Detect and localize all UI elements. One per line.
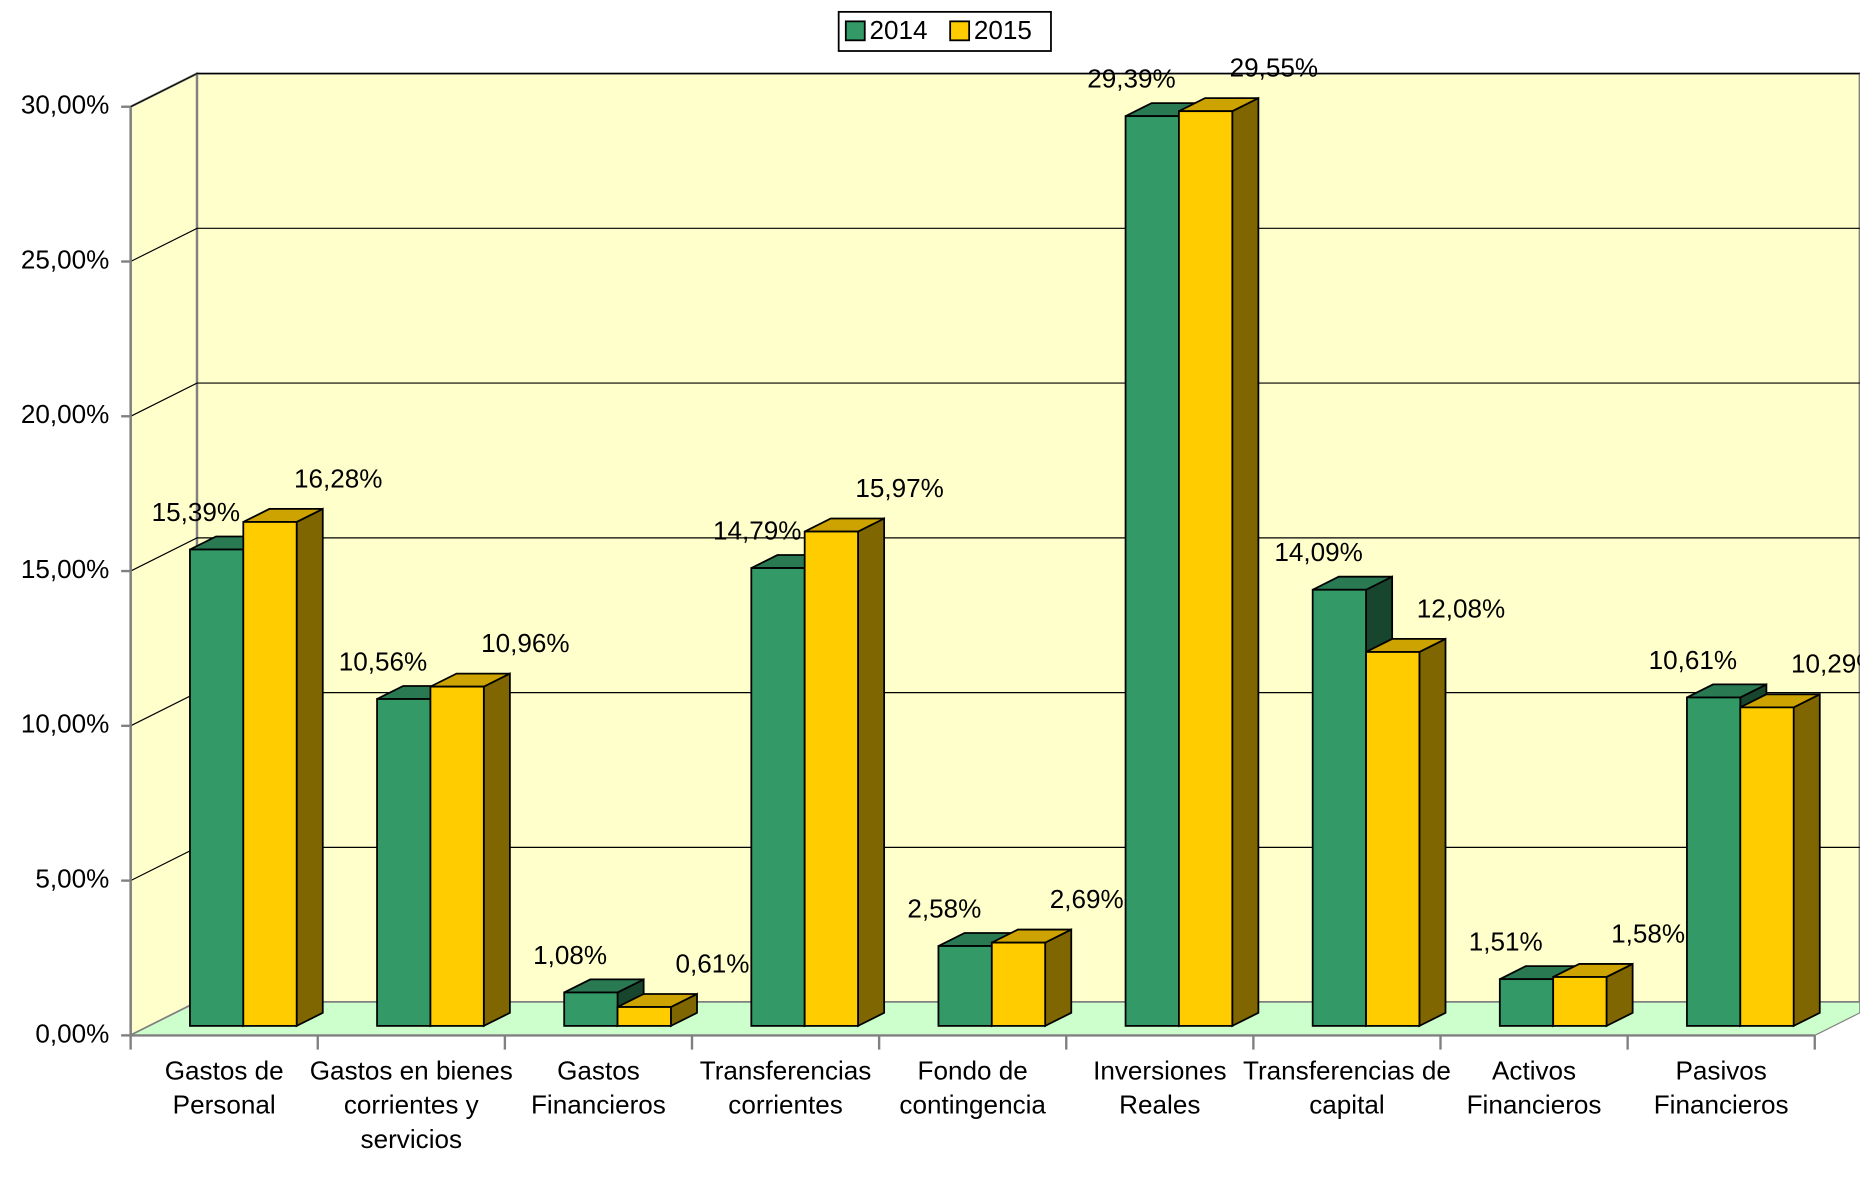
bar bbox=[1178, 110, 1234, 1027]
bar-side bbox=[1418, 637, 1447, 1028]
grid: 0,00% 5,00% 10,00% 15,00% 20,00% 25,00% 30,00% bbox=[21, 72, 1860, 1050]
value-label: 1,51% bbox=[1469, 926, 1543, 956]
bar-side bbox=[857, 517, 886, 1028]
value-label: 15,39% bbox=[152, 497, 240, 527]
x-tick-label: Pasivos Financieros bbox=[1653, 1055, 1789, 1120]
bar bbox=[1365, 651, 1421, 1027]
bar bbox=[429, 685, 485, 1027]
value-label: 29,39% bbox=[1087, 63, 1175, 93]
x-tick-label-box: Transferencias corrientes bbox=[699, 1055, 872, 1120]
bar bbox=[242, 521, 298, 1027]
value-label: 10,56% bbox=[339, 646, 427, 676]
bar bbox=[937, 945, 993, 1027]
bar bbox=[1552, 976, 1608, 1027]
legend-swatch bbox=[949, 20, 971, 42]
y-tick-label: 30,00% bbox=[21, 90, 109, 120]
value-label: 1,58% bbox=[1611, 918, 1685, 948]
x-tick-label-box: Gastos Financieros bbox=[530, 1055, 666, 1120]
legend: 2014 2015 bbox=[837, 10, 1052, 52]
x-tick-label: Gastos en bienes corrientes y servicios bbox=[309, 1055, 513, 1154]
bar-side bbox=[1231, 96, 1260, 1028]
bar bbox=[616, 1006, 672, 1027]
value-label: 14,09% bbox=[1274, 537, 1362, 567]
value-label: 29,55% bbox=[1230, 53, 1318, 83]
x-tick-label: Transferencias de capital bbox=[1242, 1055, 1451, 1120]
legend-label: 2014 bbox=[870, 15, 928, 45]
bar bbox=[750, 567, 806, 1027]
value-label: 2,58% bbox=[907, 893, 981, 923]
x-tick-label-box: Inversiones Reales bbox=[1093, 1055, 1227, 1120]
grid-line bbox=[130, 537, 1860, 572]
value-label: 1,08% bbox=[533, 940, 607, 970]
bar bbox=[1124, 115, 1180, 1027]
grid-line bbox=[130, 382, 1860, 417]
value-label: 14,79% bbox=[713, 515, 801, 545]
value-label: 16,28% bbox=[294, 463, 382, 493]
y-tick-label: 10,00% bbox=[21, 709, 109, 739]
x-tick-label: Gastos Financieros bbox=[530, 1055, 666, 1120]
bar-side bbox=[1044, 928, 1073, 1028]
bar bbox=[803, 530, 859, 1027]
x-tick-label: Activos Financieros bbox=[1466, 1055, 1602, 1120]
y-tick-label: 15,00% bbox=[21, 554, 109, 584]
bar bbox=[1498, 978, 1555, 1027]
value-label: 0,61% bbox=[675, 948, 749, 978]
value-label: 10,96% bbox=[481, 628, 569, 658]
value-label: 10,61% bbox=[1649, 645, 1737, 675]
bar-side bbox=[482, 672, 511, 1028]
x-tick-label: Gastos de Personal bbox=[164, 1055, 284, 1120]
grid-line bbox=[130, 72, 1860, 108]
y-tick-label: 0,00% bbox=[35, 1018, 109, 1048]
x-tick-label: Fondo de contingencia bbox=[899, 1055, 1046, 1120]
y-tick-label: 5,00% bbox=[35, 863, 109, 893]
bar bbox=[1311, 588, 1367, 1027]
x-tick-label: Inversiones Reales bbox=[1093, 1055, 1227, 1120]
legend-label: 2015 bbox=[974, 15, 1032, 45]
x-tick-label-box: Transferencias de capital bbox=[1242, 1055, 1451, 1120]
x-tick-label-box: Gastos de Personal bbox=[164, 1055, 284, 1120]
bar-side bbox=[295, 507, 324, 1028]
value-label: 12,08% bbox=[1417, 593, 1505, 623]
bar bbox=[563, 991, 619, 1027]
y-tick-label: 25,00% bbox=[21, 244, 109, 274]
x-tick-label: Transferencias corrientes bbox=[699, 1055, 872, 1120]
bar bbox=[1686, 696, 1742, 1027]
bar bbox=[376, 698, 432, 1027]
value-label: 15,97% bbox=[855, 473, 943, 503]
x-tick-label-box: Fondo de contingencia bbox=[899, 1055, 1046, 1120]
value-label: 2,69% bbox=[1050, 884, 1124, 914]
x-tick-label-box: Pasivos Financieros bbox=[1653, 1055, 1789, 1120]
legend-box bbox=[837, 10, 1052, 52]
x-tick-label-box: Activos Financieros bbox=[1466, 1055, 1602, 1120]
bar bbox=[189, 548, 245, 1027]
x-tick-label-box: Gastos en bienes corrientes y servicios bbox=[309, 1055, 513, 1154]
value-label: 10,29% bbox=[1791, 649, 1860, 679]
bars: Gastos de Personal 15,39% 16,28% Gastos en … bbox=[152, 53, 1860, 1154]
bar bbox=[990, 941, 1047, 1027]
legend-swatch bbox=[844, 20, 866, 42]
bar-side bbox=[1792, 692, 1821, 1028]
bar bbox=[1739, 706, 1795, 1027]
grid-line bbox=[130, 227, 1860, 263]
y-tick-label: 20,00% bbox=[21, 399, 109, 429]
